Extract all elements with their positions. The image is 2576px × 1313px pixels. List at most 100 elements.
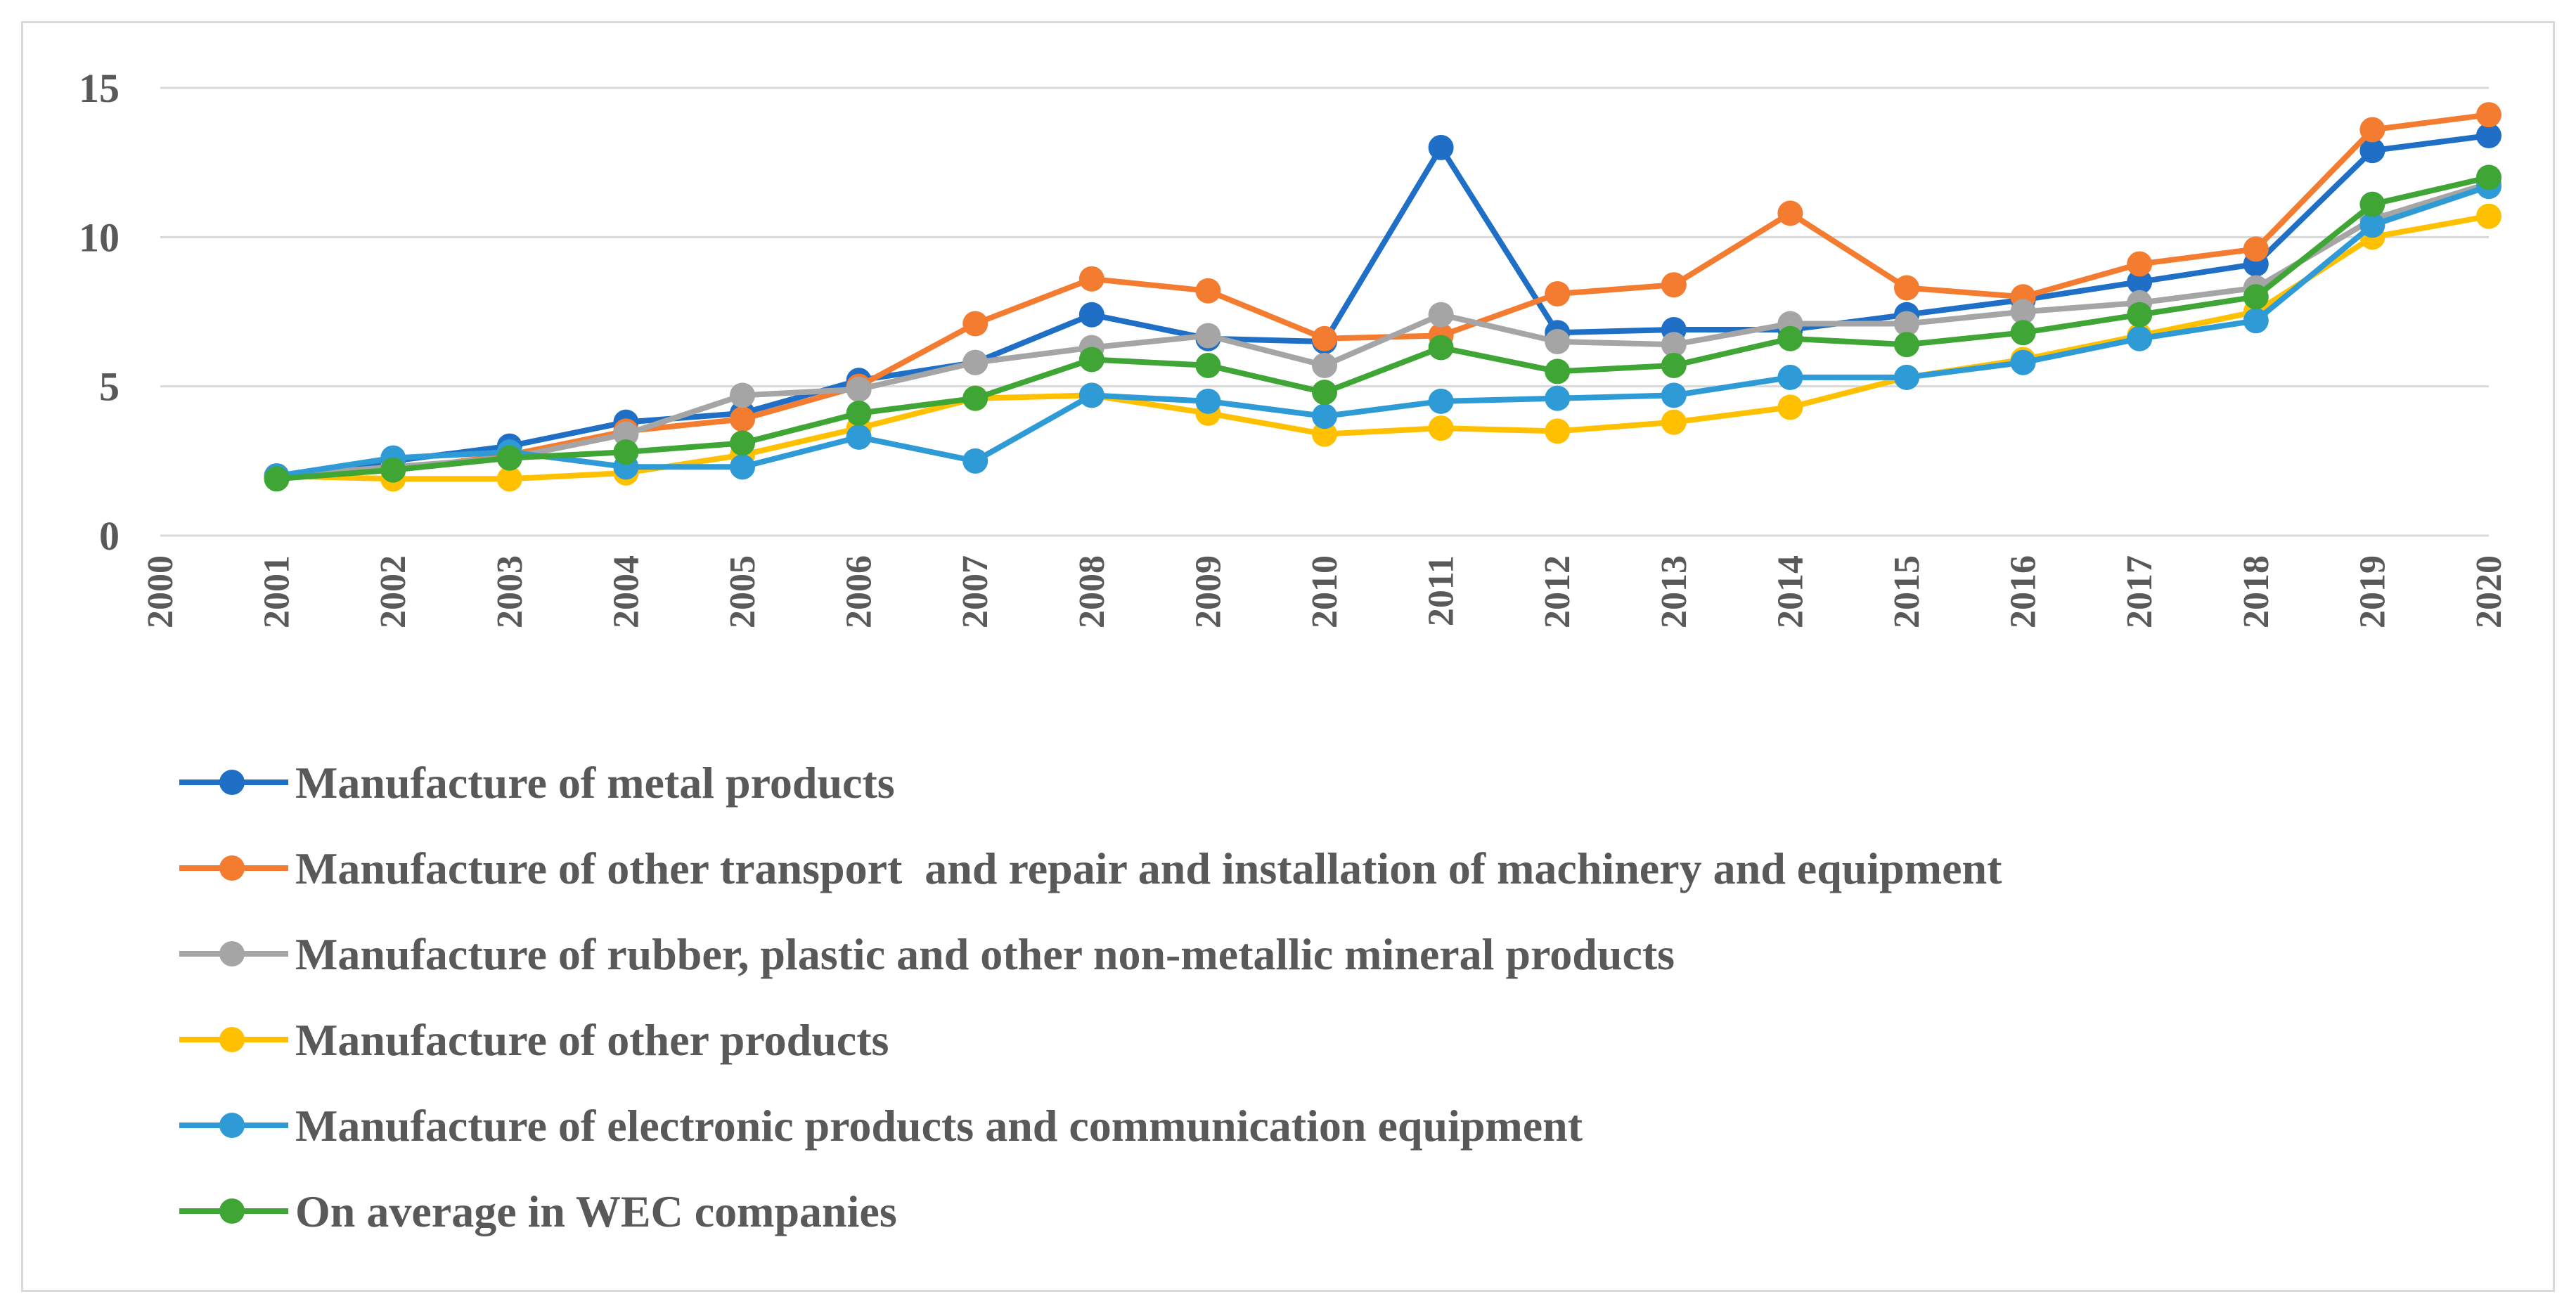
series-line-5 — [276, 174, 2490, 482]
data-point — [264, 466, 290, 492]
x-tick-label: 2009 — [1188, 555, 1228, 628]
data-point — [1428, 302, 1454, 328]
axes: 0 5 10 15 2000 2001 2002 2003 2004 2005 2006 2007 20… — [79, 65, 2509, 628]
data-point — [1428, 388, 1454, 414]
legend-label: Manufacture of electronic products and c… — [295, 1101, 1583, 1151]
data-point — [1078, 266, 1105, 292]
data-point — [962, 311, 988, 337]
data-point — [1428, 335, 1454, 361]
data-point — [1545, 385, 1571, 411]
x-tick-label: 2018 — [2236, 555, 2276, 628]
x-tick-label: 2007 — [955, 555, 996, 628]
x-tick-label: 2000 — [141, 555, 181, 628]
data-point — [1428, 415, 1454, 441]
series-line-3 — [276, 213, 2490, 482]
data-point — [1312, 325, 1337, 351]
legend-label: On average in WEC companies — [295, 1186, 897, 1236]
y-tick-label: 10 — [79, 214, 120, 260]
data-point — [2010, 349, 2036, 375]
data-point — [1894, 275, 1919, 301]
data-point — [1661, 272, 1687, 298]
data-point — [1195, 323, 1221, 349]
data-point — [1894, 332, 1919, 358]
data-point — [2010, 320, 2036, 346]
data-point — [2359, 191, 2385, 217]
data-point — [962, 385, 988, 411]
data-point — [1777, 364, 1803, 390]
legend-marker — [219, 941, 245, 966]
legend-label: Manufacture of other products — [295, 1015, 889, 1065]
data-point — [613, 421, 639, 447]
series-line-0 — [276, 132, 2490, 479]
data-point — [1661, 352, 1687, 378]
x-tick-label: 2001 — [257, 555, 297, 628]
legend-label: Manufacture of rubber, plastic and other… — [295, 929, 1675, 979]
x-tick-label: 2016 — [2004, 555, 2044, 628]
data-point — [2476, 102, 2501, 128]
data-point — [2476, 203, 2501, 229]
x-tick-label: 2002 — [373, 555, 413, 628]
legend-marker — [219, 1113, 245, 1138]
x-tick-label: 2019 — [2352, 555, 2393, 628]
data-point — [1777, 200, 1803, 226]
data-point — [1428, 134, 1454, 160]
x-tick-label: 2004 — [606, 555, 646, 628]
data-point — [1661, 382, 1687, 408]
legend-marker — [219, 1198, 245, 1224]
data-point — [1195, 278, 1221, 304]
chart-area — [21, 21, 2555, 1292]
data-point — [730, 382, 755, 408]
data-point — [1312, 352, 1337, 378]
data-point — [962, 448, 988, 474]
data-point — [962, 349, 988, 375]
data-point — [1777, 394, 1803, 420]
data-point — [1777, 325, 1803, 351]
x-tick-label: 2011 — [1422, 555, 1462, 626]
y-tick-label: 0 — [99, 513, 120, 559]
data-point — [1312, 421, 1337, 447]
y-tick-label: 5 — [99, 364, 120, 410]
data-point — [1545, 418, 1571, 444]
data-point — [2127, 325, 2153, 351]
data-point — [2243, 284, 2269, 310]
data-point — [1661, 409, 1687, 435]
x-tick-label: 2008 — [1072, 555, 1112, 628]
data-point — [730, 430, 755, 456]
x-tick-label: 2013 — [1654, 555, 1694, 628]
x-tick-label: 2006 — [839, 555, 880, 628]
data-point — [1545, 358, 1571, 384]
data-point — [2359, 212, 2385, 238]
x-tick-label: 2017 — [2120, 555, 2160, 628]
data-point — [2243, 236, 2269, 262]
x-tick-label: 2020 — [2469, 555, 2509, 628]
data-point — [1545, 328, 1571, 354]
data-point — [2476, 122, 2501, 148]
data-point — [846, 400, 872, 426]
data-point — [1545, 281, 1571, 307]
y-tick-label: 15 — [79, 65, 120, 111]
series-line-1 — [276, 112, 2490, 479]
data-point — [730, 406, 755, 432]
legend-marker — [219, 855, 245, 881]
legend-marker — [219, 1027, 245, 1052]
x-tick-label: 2012 — [1538, 555, 1578, 628]
x-tick-label: 2003 — [490, 555, 530, 628]
data-point — [1894, 311, 1919, 337]
data-point — [2127, 269, 2153, 295]
data-point — [1312, 380, 1337, 406]
data-point — [2010, 299, 2036, 325]
legend: Manufacture of metal products Manufacture… — [179, 758, 2002, 1236]
data-point — [1195, 352, 1221, 378]
data-point — [2476, 164, 2501, 190]
legend-marker — [219, 770, 245, 795]
data-point — [1078, 302, 1105, 328]
data-point — [1078, 347, 1105, 373]
data-point — [846, 424, 872, 450]
data-point — [2127, 302, 2153, 328]
x-tick-label: 2014 — [1770, 555, 1810, 628]
data-point — [1661, 332, 1687, 358]
data-point — [496, 445, 522, 471]
series-lines — [264, 102, 2501, 492]
x-tick-label: 2005 — [723, 555, 763, 628]
legend-label: Manufacture of other transport and repai… — [295, 843, 2002, 893]
